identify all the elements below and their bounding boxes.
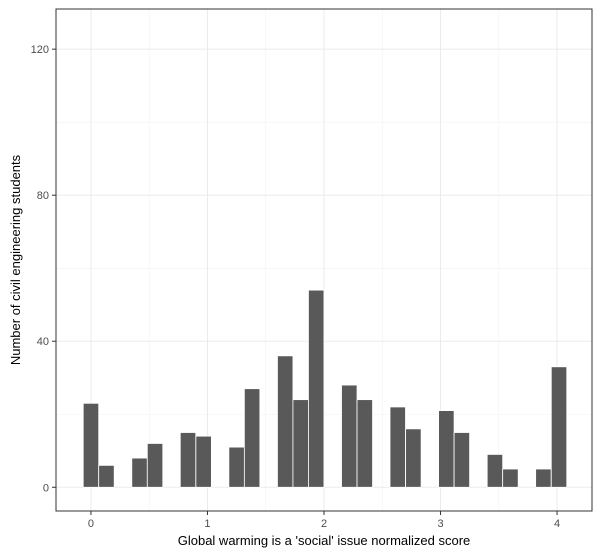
y-axis-title: Number of civil engineering students xyxy=(8,154,23,365)
x-tick-label: 1 xyxy=(204,518,210,530)
x-tick-label: 4 xyxy=(554,518,560,530)
bar-3 xyxy=(146,443,164,488)
x-tick-label: 3 xyxy=(437,518,443,530)
bar-1 xyxy=(98,464,115,488)
bar-17 xyxy=(486,454,504,488)
bar-16 xyxy=(453,432,470,488)
bars xyxy=(82,289,568,488)
bar-15 xyxy=(438,410,455,488)
x-tick-label: 0 xyxy=(88,518,94,530)
bar-10 xyxy=(308,289,325,488)
bar-13 xyxy=(389,406,406,488)
bar-12 xyxy=(356,399,373,488)
y-tick-label: 120 xyxy=(31,44,49,56)
bar-4 xyxy=(179,432,197,488)
bar-6 xyxy=(228,446,245,488)
bar-14 xyxy=(405,428,422,488)
bar-18 xyxy=(502,468,519,488)
bar-19 xyxy=(535,468,552,488)
bar-5 xyxy=(195,435,212,488)
y-tick-label: 80 xyxy=(37,190,49,202)
bar-2 xyxy=(131,457,148,488)
bar-8 xyxy=(277,355,294,488)
bar-11 xyxy=(341,384,358,488)
bar-20 xyxy=(550,366,568,488)
y-tick-label: 40 xyxy=(37,336,49,348)
y-tick-label: 0 xyxy=(43,482,49,494)
x-axis-title: Global warming is a 'social' issue norma… xyxy=(178,533,471,548)
bar-7 xyxy=(243,388,261,488)
x-tick-label: 2 xyxy=(321,518,327,530)
bar-0 xyxy=(82,402,100,488)
bar-9 xyxy=(292,399,309,488)
